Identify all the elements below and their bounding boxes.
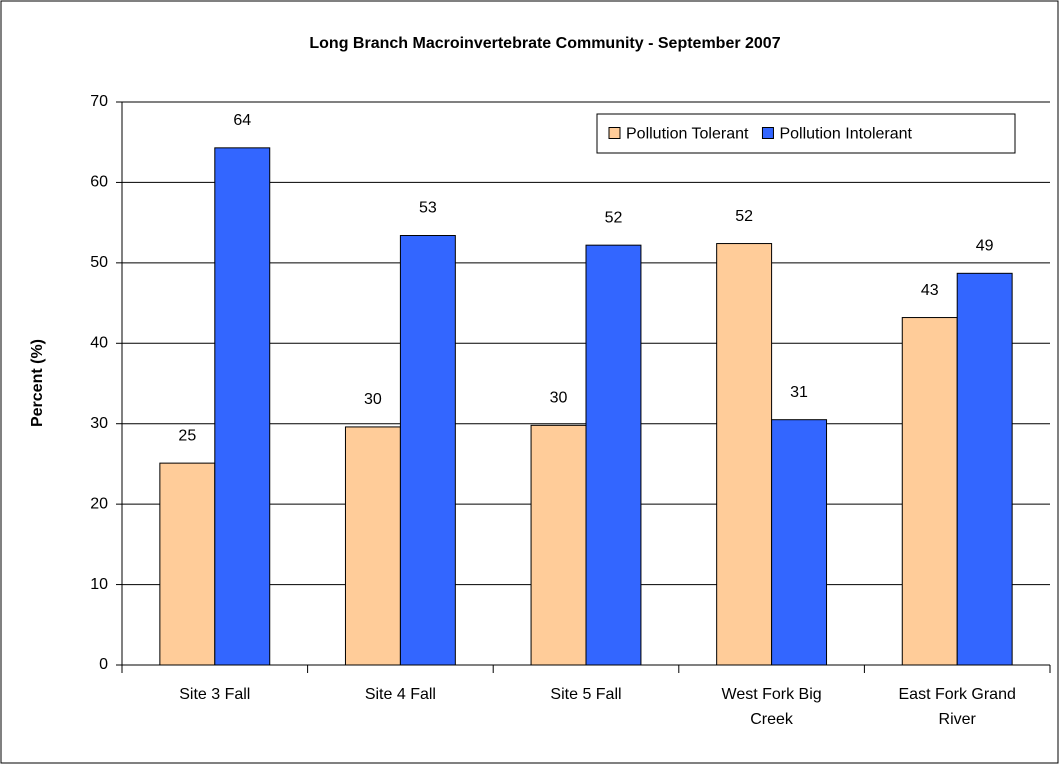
x-tick-label: Site 5 Fall xyxy=(550,686,621,703)
bar xyxy=(901,317,958,666)
x-tick-label: East Fork Grand River xyxy=(899,686,1016,728)
y-tick-label: 30 xyxy=(90,415,108,432)
data-label: 30 xyxy=(550,390,568,407)
bar xyxy=(344,426,401,666)
x-tick-label: West Fork Big Creek xyxy=(722,686,822,728)
legend-swatch xyxy=(608,127,621,139)
data-label: 49 xyxy=(976,238,994,255)
x-tick-label: Site 3 Fall xyxy=(179,686,250,703)
data-label: 52 xyxy=(605,209,623,226)
y-tick-label: 10 xyxy=(90,576,108,593)
y-axis-label: Percent (%) xyxy=(29,339,46,427)
y-tick-label: 50 xyxy=(90,254,108,271)
data-label: 52 xyxy=(735,208,753,225)
bar xyxy=(716,243,773,666)
y-tick-label: 70 xyxy=(90,93,108,110)
chart-title: Long Branch Macroinvertebrate Community … xyxy=(309,35,780,52)
bar xyxy=(956,272,1013,666)
data-label: 30 xyxy=(364,391,382,408)
legend-label: Pollution Intolerant xyxy=(779,126,912,143)
data-label: 43 xyxy=(921,282,939,299)
data-label: 25 xyxy=(178,427,196,444)
data-label: 53 xyxy=(419,200,437,217)
y-tick-label: 60 xyxy=(90,174,108,191)
y-tick-label: 40 xyxy=(90,335,108,352)
x-tick-label: Site 4 Fall xyxy=(365,686,436,703)
bar xyxy=(585,244,642,666)
legend-swatch xyxy=(761,127,774,139)
data-label: 64 xyxy=(233,112,251,129)
bar xyxy=(771,419,828,666)
data-label: 31 xyxy=(790,384,808,401)
bar xyxy=(159,462,216,666)
bar xyxy=(214,147,271,666)
y-tick-label: 0 xyxy=(99,656,108,673)
legend-box xyxy=(596,113,1016,154)
legend-label: Pollution Tolerant xyxy=(626,126,749,143)
y-tick-label: 20 xyxy=(90,495,108,512)
bar xyxy=(399,235,456,666)
bar xyxy=(530,424,587,666)
